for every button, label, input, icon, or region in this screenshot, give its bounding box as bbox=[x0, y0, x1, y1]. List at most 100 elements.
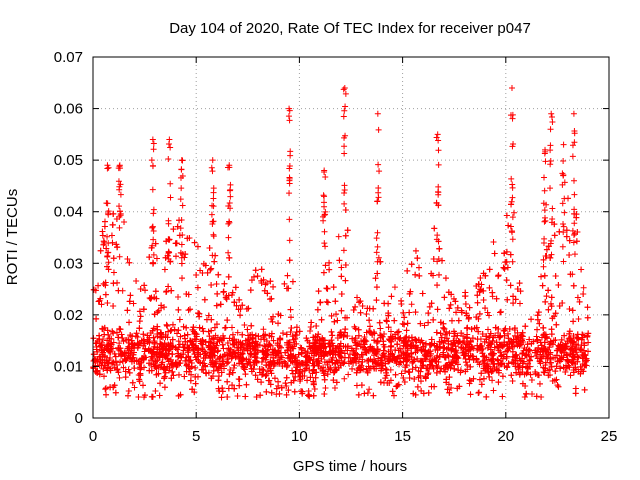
roti-point bbox=[234, 392, 241, 399]
roti-point bbox=[197, 359, 204, 366]
roti-point bbox=[234, 329, 241, 336]
chart-title: Day 104 of 2020, Rate Of TEC Index for r… bbox=[169, 20, 531, 37]
roti-point bbox=[551, 313, 558, 320]
roti-point bbox=[487, 346, 494, 353]
roti-point bbox=[478, 381, 485, 388]
roti-point bbox=[585, 339, 592, 346]
roti-point bbox=[581, 351, 588, 358]
roti-point bbox=[116, 325, 123, 332]
roti-point bbox=[495, 379, 502, 386]
roti-point bbox=[172, 253, 179, 260]
roti-point bbox=[297, 376, 304, 383]
roti-point bbox=[147, 295, 154, 302]
roti-point bbox=[460, 333, 467, 340]
roti-point bbox=[464, 362, 471, 369]
roti-point bbox=[352, 351, 359, 358]
roti-point bbox=[192, 364, 199, 371]
roti-point bbox=[302, 353, 309, 360]
roti-point bbox=[264, 352, 271, 359]
roti-point bbox=[528, 316, 535, 323]
roti-point bbox=[113, 241, 120, 248]
roti-point bbox=[462, 368, 469, 375]
roti-point bbox=[370, 305, 377, 312]
roti-point bbox=[210, 344, 217, 351]
roti-point bbox=[516, 280, 523, 287]
roti-point bbox=[161, 304, 168, 311]
roti-point bbox=[269, 318, 276, 325]
roti-point bbox=[527, 371, 534, 378]
roti-point bbox=[434, 364, 441, 371]
roti-point bbox=[149, 223, 156, 230]
roti-point bbox=[507, 223, 514, 230]
roti-point bbox=[483, 393, 490, 400]
roti-point bbox=[191, 343, 198, 350]
roti-point bbox=[442, 331, 449, 338]
roti-point bbox=[160, 365, 167, 372]
roti-point bbox=[466, 377, 473, 384]
roti-point bbox=[213, 280, 220, 287]
roti-point bbox=[376, 319, 383, 326]
roti-point bbox=[219, 358, 226, 365]
roti-point bbox=[342, 277, 349, 284]
roti-point bbox=[123, 337, 130, 344]
roti-point bbox=[108, 335, 115, 342]
roti-point bbox=[548, 339, 555, 346]
roti-point bbox=[327, 364, 334, 371]
roti-point bbox=[141, 392, 148, 399]
roti-point bbox=[408, 350, 415, 357]
roti-point bbox=[226, 371, 233, 378]
roti-point bbox=[392, 371, 399, 378]
roti-point bbox=[129, 341, 136, 348]
roti-point bbox=[427, 352, 434, 359]
roti-point bbox=[493, 295, 500, 302]
roti-point bbox=[537, 358, 544, 365]
roti-point bbox=[318, 316, 325, 323]
roti-point bbox=[412, 364, 419, 371]
roti-point bbox=[214, 348, 221, 355]
roti-point bbox=[137, 313, 144, 320]
roti-point bbox=[475, 315, 482, 322]
roti-point bbox=[499, 373, 506, 380]
roti-point bbox=[538, 394, 545, 401]
roti-point bbox=[378, 367, 385, 374]
roti-point bbox=[126, 319, 133, 326]
roti-point bbox=[415, 374, 422, 381]
roti-point bbox=[187, 306, 194, 313]
roti-point bbox=[310, 392, 317, 399]
roti-point bbox=[510, 359, 517, 366]
roti-point bbox=[523, 390, 530, 397]
roti-point bbox=[162, 369, 169, 376]
roti-point bbox=[129, 379, 136, 386]
roti-point bbox=[320, 370, 327, 377]
roti-point bbox=[584, 314, 591, 321]
roti-point bbox=[396, 336, 403, 343]
roti-point bbox=[371, 330, 378, 337]
roti-point bbox=[214, 290, 221, 297]
roti-point bbox=[444, 352, 451, 359]
roti-point bbox=[208, 265, 215, 272]
roti-point bbox=[490, 360, 497, 367]
roti-point bbox=[268, 333, 275, 340]
roti-point bbox=[337, 329, 344, 336]
roti-point bbox=[573, 238, 580, 245]
roti-point bbox=[441, 325, 448, 332]
roti-point bbox=[242, 337, 249, 344]
roti-point bbox=[240, 355, 247, 362]
roti-point bbox=[359, 351, 366, 358]
roti-point bbox=[503, 212, 510, 219]
roti-point bbox=[98, 301, 105, 308]
roti-point bbox=[320, 269, 327, 276]
roti-point bbox=[519, 333, 526, 340]
roti-point bbox=[116, 374, 123, 381]
roti-point bbox=[570, 318, 577, 325]
roti-point bbox=[575, 335, 582, 342]
roti-point bbox=[230, 365, 237, 372]
roti-point bbox=[159, 359, 166, 366]
roti-point bbox=[469, 353, 476, 360]
roti-point bbox=[561, 332, 568, 339]
roti-point bbox=[377, 325, 384, 332]
roti-point bbox=[171, 326, 178, 333]
roti-point bbox=[403, 327, 410, 334]
roti-point bbox=[202, 349, 209, 356]
roti-point bbox=[344, 343, 351, 350]
